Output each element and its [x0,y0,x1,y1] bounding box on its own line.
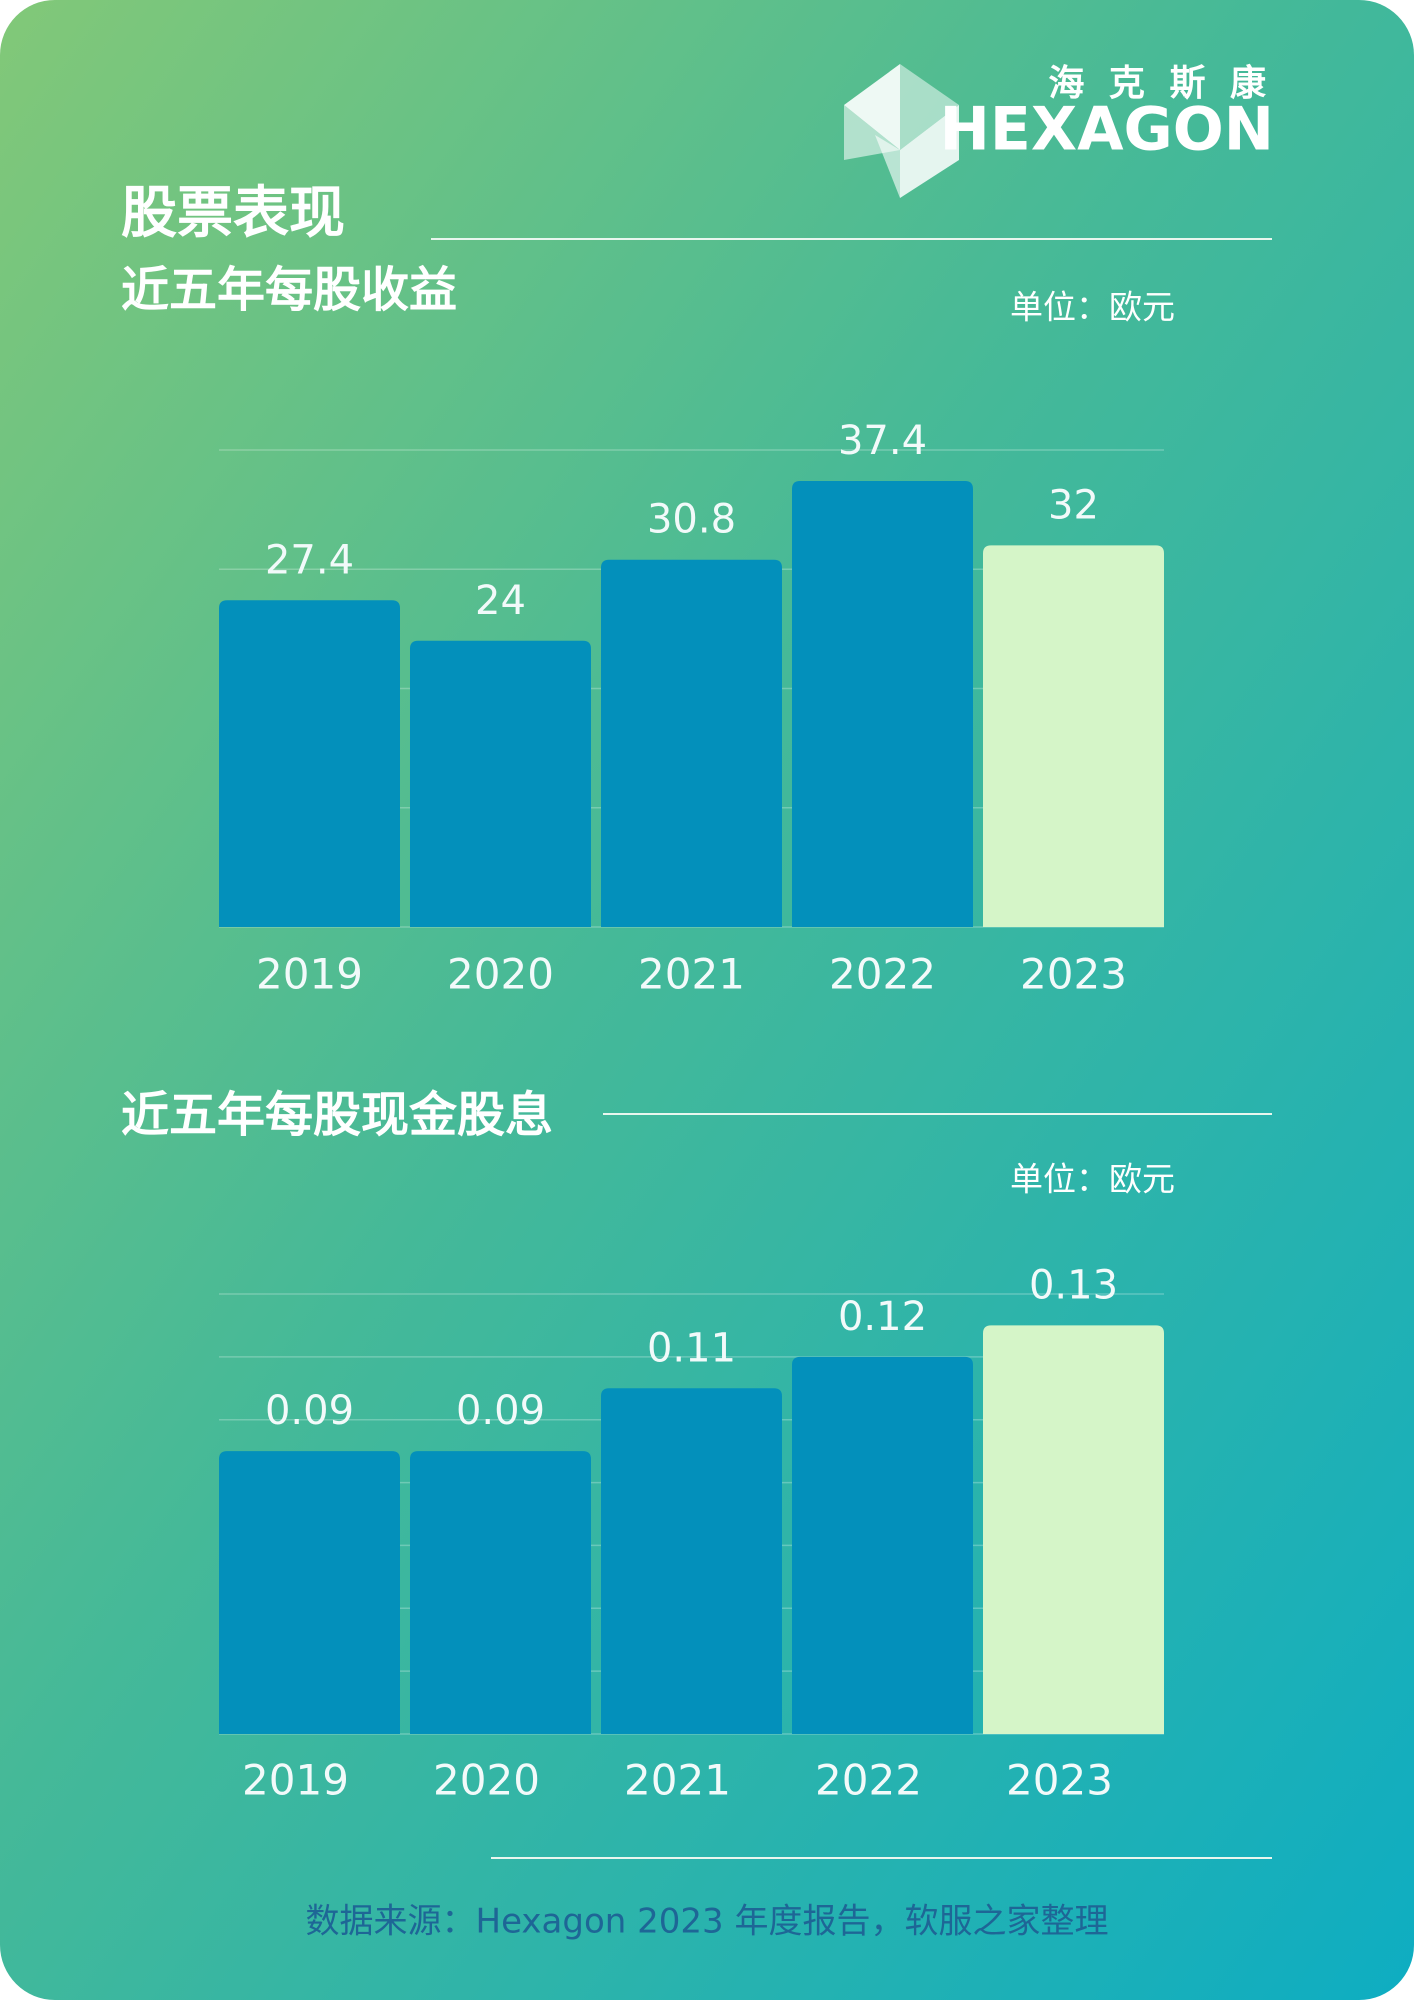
value-label: 24 [475,578,526,624]
x-tick-label: 2021 [624,1756,731,1805]
bar [410,1451,591,1734]
bar [219,1451,400,1734]
bar [983,1325,1164,1734]
unit-label: 单位：欧元 [1010,288,1175,327]
value-label: 32 [1048,482,1099,528]
x-tick-label: 2022 [815,1756,922,1805]
section-title: 股票表现 [121,181,345,246]
value-label: 37.4 [838,418,927,464]
bar [410,640,591,927]
x-tick-label: 2021 [638,950,745,999]
x-tick-label: 2020 [447,950,554,999]
logo-graphic [844,64,959,198]
x-tick-label: 2019 [256,950,363,999]
bar [219,600,400,927]
value-label: 0.09 [265,1388,354,1434]
chart-title: 近五年每股收益 [121,262,457,318]
x-tick-label: 2022 [829,950,936,999]
x-tick-label: 2023 [1020,950,1127,999]
value-label: 0.13 [1029,1262,1118,1308]
brand-cn: 海 克 斯 康 [1048,62,1272,104]
value-label: 0.09 [456,1388,545,1434]
bar [601,1388,782,1734]
bar [792,1356,973,1734]
brand: HEXAGON [940,95,1274,165]
bar [983,545,1164,927]
x-tick-label: 2023 [1006,1756,1113,1805]
x-tick-label: 2020 [433,1756,540,1805]
value-label: 0.12 [838,1294,927,1340]
unit-label: 单位：欧元 [1010,1160,1175,1199]
x-tick-label: 2019 [242,1756,349,1805]
value-label: 27.4 [265,537,354,583]
chart-title: 近五年每股现金股息 [121,1087,553,1143]
bar [792,481,973,927]
value-label: 30.8 [647,497,736,543]
value-label: 0.11 [647,1325,736,1371]
source: 数据来源：Hexagon 2023 年度报告，软服之家整理 [306,1902,1109,1942]
bar [601,559,782,927]
